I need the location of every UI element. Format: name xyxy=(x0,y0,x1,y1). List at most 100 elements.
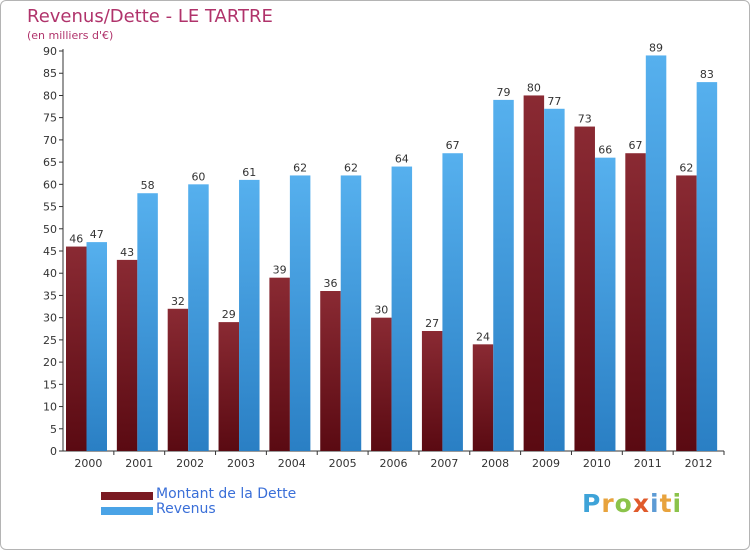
brand-letter: o xyxy=(614,489,633,518)
legend-label-debt: Montant de la Dette xyxy=(156,486,297,502)
x-tick-label: 2001 xyxy=(125,457,153,470)
data-label-revenue: 61 xyxy=(242,166,256,179)
y-tick-label: 35 xyxy=(43,289,57,302)
data-label-revenue: 77 xyxy=(547,95,561,108)
x-tick-label: 2008 xyxy=(481,457,509,470)
bar-debt xyxy=(472,344,494,451)
data-label-revenue: 62 xyxy=(344,161,358,174)
brand-letter: r xyxy=(601,489,615,518)
x-tick-label: 2005 xyxy=(329,457,357,470)
y-tick-label: 55 xyxy=(43,201,57,214)
y-tick-label: 75 xyxy=(43,112,57,125)
brand-letter: P xyxy=(582,489,602,518)
data-label-debt: 80 xyxy=(527,81,541,94)
bar-revenue xyxy=(86,242,107,451)
x-tick-label: 2009 xyxy=(532,457,560,470)
bar-revenue xyxy=(544,108,565,452)
y-tick-label: 90 xyxy=(43,45,57,58)
y-tick-label: 80 xyxy=(43,89,57,102)
bar-revenue xyxy=(594,157,616,451)
brand-letter: x xyxy=(632,489,650,518)
y-tick-label: 60 xyxy=(43,178,57,191)
x-tick-label: 2007 xyxy=(430,457,458,470)
x-tick-label: 2004 xyxy=(278,457,306,470)
y-tick-label: 5 xyxy=(50,423,57,436)
data-label-revenue: 66 xyxy=(598,144,612,157)
y-tick-label: 50 xyxy=(43,223,57,236)
bar-debt xyxy=(320,291,341,451)
data-label-debt: 30 xyxy=(374,304,388,317)
bar-debt xyxy=(167,308,189,451)
y-tick-label: 45 xyxy=(43,245,57,258)
data-label-revenue: 64 xyxy=(395,153,409,166)
brand-letter: i xyxy=(650,489,660,518)
data-label-revenue: 47 xyxy=(90,228,104,241)
x-tick-label: 2011 xyxy=(634,457,662,470)
data-label-debt: 46 xyxy=(69,233,83,246)
data-label-revenue: 58 xyxy=(141,179,155,192)
y-tick-label: 20 xyxy=(43,356,57,369)
bar-revenue xyxy=(188,184,209,452)
x-tick-label: 2010 xyxy=(583,457,611,470)
data-label-debt: 36 xyxy=(323,277,337,290)
data-label-revenue: 60 xyxy=(191,170,205,183)
bar-debt xyxy=(269,277,290,451)
y-tick-label: 25 xyxy=(43,334,57,347)
data-label-revenue: 67 xyxy=(446,139,460,152)
chart-subtitle: (en milliers d'€) xyxy=(27,29,114,42)
data-label-debt: 43 xyxy=(120,246,134,259)
y-tick-label: 70 xyxy=(43,134,57,147)
bar-debt xyxy=(676,175,697,451)
data-label-revenue: 83 xyxy=(700,68,714,81)
bar-revenue xyxy=(340,175,362,451)
data-label-debt: 32 xyxy=(171,295,185,308)
y-tick-label: 15 xyxy=(43,378,57,391)
bar-debt xyxy=(523,95,545,451)
bar-revenue xyxy=(493,99,514,451)
x-tick-label: 2002 xyxy=(176,457,204,470)
x-tick-label: 2006 xyxy=(380,457,408,470)
x-tick-label: 2003 xyxy=(227,457,255,470)
y-tick-label: 40 xyxy=(43,267,57,280)
x-tick-label: 2000 xyxy=(74,457,102,470)
bar-debt xyxy=(218,322,240,451)
bar-debt xyxy=(371,317,392,451)
bar-debt xyxy=(421,331,443,451)
y-tick-label: 0 xyxy=(50,445,57,458)
bar-debt xyxy=(66,246,87,451)
y-tick-label: 10 xyxy=(43,401,57,414)
data-label-debt: 67 xyxy=(629,139,643,152)
bar-debt xyxy=(574,126,595,452)
y-tick-label: 65 xyxy=(43,156,57,169)
brand-logo: Proxiti xyxy=(582,489,682,518)
chart-title: Revenus/Dette - LE TARTRE xyxy=(27,6,273,27)
data-label-debt: 27 xyxy=(425,317,439,330)
data-label-debt: 73 xyxy=(578,113,592,126)
bar-revenue xyxy=(442,153,463,451)
bar-revenue xyxy=(239,179,260,451)
bars xyxy=(66,55,718,452)
bar-revenue xyxy=(391,166,413,452)
data-label-debt: 39 xyxy=(273,264,287,277)
data-labels: 46 47 43 58 32 60 29 61 39 62 36 62 30 64 27 67 24 79 80 77… xyxy=(69,41,714,343)
data-label-revenue: 89 xyxy=(649,41,663,54)
x-tick-label: 2012 xyxy=(685,457,713,470)
legend-swatch-debt xyxy=(101,492,153,500)
bar-revenue xyxy=(137,193,158,451)
y-tick-label: 85 xyxy=(43,67,57,80)
legend-label-revenue: Revenus xyxy=(156,501,216,517)
bar-debt xyxy=(625,153,646,451)
brand-letter: t xyxy=(659,489,673,518)
bar-revenue xyxy=(289,175,311,451)
data-label-debt: 29 xyxy=(222,308,236,321)
brand-letter: i xyxy=(672,489,683,518)
bar-debt xyxy=(116,259,138,451)
data-label-debt: 62 xyxy=(679,161,693,174)
data-label-revenue: 62 xyxy=(293,161,307,174)
y-tick-label: 30 xyxy=(43,312,57,325)
data-label-debt: 24 xyxy=(476,330,490,343)
data-label-revenue: 79 xyxy=(497,86,511,99)
bar-revenue xyxy=(645,55,667,451)
